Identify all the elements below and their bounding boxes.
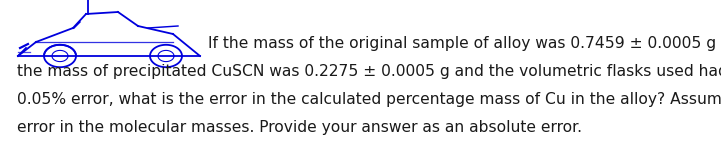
- Text: the mass of precipitated CuSCN was 0.2275 ± 0.0005 g and the volumetric flasks u: the mass of precipitated CuSCN was 0.227…: [17, 64, 721, 79]
- Text: 0.05% error, what is the error in the calculated percentage mass of Cu in the al: 0.05% error, what is the error in the ca…: [17, 92, 721, 107]
- Text: error in the molecular masses. Provide your answer as an absolute error.: error in the molecular masses. Provide y…: [17, 120, 582, 135]
- Text: If the mass of the original sample of alloy was 0.7459 ± 0.0005 g and: If the mass of the original sample of al…: [208, 36, 721, 51]
